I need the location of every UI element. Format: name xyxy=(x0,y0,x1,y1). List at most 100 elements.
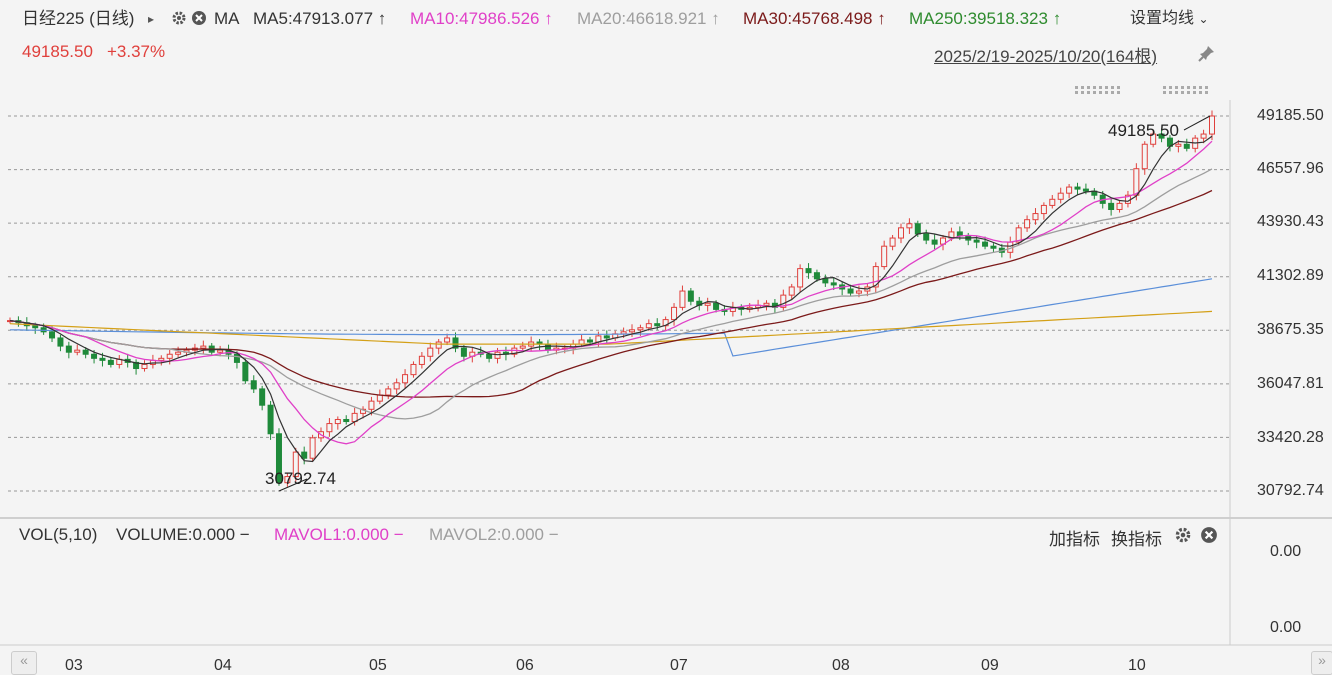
candle xyxy=(830,282,837,286)
candle xyxy=(376,394,383,402)
event-marker xyxy=(1163,86,1166,89)
candle xyxy=(1024,219,1031,229)
close-icon[interactable] xyxy=(1200,526,1218,549)
candle xyxy=(1032,213,1039,221)
markers xyxy=(278,86,1211,492)
max-annotation: 49185.50 xyxy=(1108,121,1179,140)
chevron-down-icon: ⌄ xyxy=(1198,12,1209,26)
ma10-arrow: ↑ xyxy=(544,9,553,28)
candle xyxy=(788,286,795,296)
event-marker xyxy=(1105,86,1108,89)
ma10-legend: MA10:47986.526 ↑ xyxy=(410,8,553,30)
event-marker xyxy=(1205,86,1208,89)
candles xyxy=(7,110,1215,487)
ma5-legend: MA5:47913.077 ↑ xyxy=(253,8,386,30)
candle xyxy=(65,345,72,353)
vol-volume: VOLUME:0.000 − xyxy=(116,525,250,544)
ma30-legend: MA30:45768.498 ↑ xyxy=(743,8,886,30)
candle xyxy=(813,272,820,280)
mavol2-value: MAVOL2:0.000 xyxy=(429,525,544,544)
ma20-legend: MA20:46618.921 ↑ xyxy=(577,8,720,30)
grid-lines xyxy=(0,100,1332,646)
candle xyxy=(881,245,888,268)
candle xyxy=(1108,202,1115,210)
ma-settings-button[interactable]: 设置均线 ⌄ xyxy=(1130,8,1209,30)
candle xyxy=(578,339,585,345)
candle xyxy=(444,337,451,343)
candle xyxy=(906,223,913,229)
event-marker xyxy=(1169,91,1172,94)
candle xyxy=(1158,133,1165,139)
candle xyxy=(452,337,459,349)
event-marker xyxy=(1075,86,1078,89)
candle xyxy=(259,388,266,406)
add-indicator-button[interactable]: 加指标 xyxy=(1049,530,1100,549)
candle xyxy=(1040,204,1047,215)
candle xyxy=(301,451,308,459)
candle xyxy=(713,302,720,310)
candle xyxy=(91,353,98,359)
candle xyxy=(385,388,392,396)
candle xyxy=(982,241,989,247)
candle xyxy=(1015,227,1022,243)
close-icon[interactable] xyxy=(191,9,207,32)
candle xyxy=(284,476,291,484)
candle xyxy=(1175,143,1182,147)
candle xyxy=(166,353,173,359)
candle xyxy=(654,323,661,327)
y-tick-label: 30792.74 xyxy=(1257,482,1324,499)
candle xyxy=(1209,115,1215,135)
candle xyxy=(544,343,551,351)
ma250-legend: MA250:39518.323 ↑ xyxy=(909,8,1061,30)
event-marker xyxy=(1199,91,1202,94)
candle xyxy=(200,345,207,349)
candle xyxy=(309,437,316,459)
gear-icon[interactable] xyxy=(171,9,187,32)
candle xyxy=(511,347,518,355)
event-marker xyxy=(1163,91,1166,94)
scroll-left-button[interactable]: « xyxy=(11,651,37,675)
event-marker xyxy=(1105,91,1108,94)
ma30-line xyxy=(9,189,1213,398)
candle xyxy=(99,357,106,361)
price-change: +3.37% xyxy=(107,42,166,61)
vol-y-tick: 0.00 xyxy=(1270,543,1302,560)
candle xyxy=(233,353,240,363)
ma5-arrow: ↑ xyxy=(377,9,387,28)
candle xyxy=(914,223,921,235)
candle xyxy=(822,278,829,284)
candle xyxy=(217,349,224,353)
y-tick-label: 36047.81 xyxy=(1257,375,1324,392)
ma20-arrow: ↑ xyxy=(711,9,720,28)
y-tick-label: 41302.89 xyxy=(1257,267,1324,284)
event-marker xyxy=(1181,91,1184,94)
switch-indicator-button[interactable]: 换指标 xyxy=(1111,530,1162,549)
gear-icon[interactable] xyxy=(1174,526,1192,549)
ma250-arrow: ↑ xyxy=(1052,9,1062,28)
event-marker xyxy=(1193,91,1196,94)
candle xyxy=(687,290,694,302)
ma250-line xyxy=(9,310,1213,345)
y-tick-label: 43930.43 xyxy=(1257,213,1324,230)
vol-mavol2: MAVOL2:0.000 − xyxy=(429,525,559,544)
triangle-right-icon[interactable]: ▸ xyxy=(148,12,155,26)
vol-title: VOL(5,10) xyxy=(19,525,98,544)
ma-settings-label: 设置均线 xyxy=(1130,10,1195,27)
x-tick-label: 08 xyxy=(832,657,850,674)
scroll-right-button[interactable]: » xyxy=(1311,651,1332,675)
y-tick-label: 49185.50 xyxy=(1257,107,1324,124)
mavol1-value: MAVOL1:0.000 xyxy=(274,525,389,544)
event-marker xyxy=(1181,86,1184,89)
candle xyxy=(1150,133,1157,145)
candle xyxy=(141,363,148,370)
x-tick-label: 06 xyxy=(516,657,534,674)
candle xyxy=(175,351,182,355)
candle xyxy=(1066,186,1073,194)
candle xyxy=(343,418,350,423)
min-annotation: 30792.74 xyxy=(265,469,336,488)
event-marker xyxy=(1093,91,1096,94)
pin-icon[interactable] xyxy=(1198,44,1216,67)
y-tick-label: 33420.28 xyxy=(1257,429,1324,446)
event-marker xyxy=(1175,91,1178,94)
